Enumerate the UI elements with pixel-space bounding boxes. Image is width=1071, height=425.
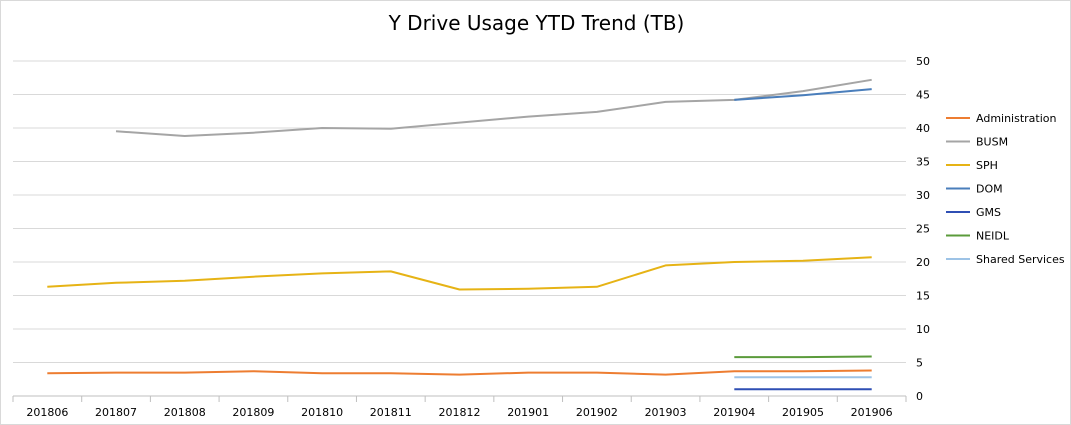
x-tick-label: 201904 [713, 406, 755, 419]
y-tick-label: 10 [916, 323, 930, 336]
legend-label-gms: GMS [976, 206, 1001, 219]
x-tick-label: 201903 [645, 406, 687, 419]
series-line-dom [734, 88, 872, 101]
series-line-administration [47, 369, 872, 376]
x-tick-label: 201902 [576, 406, 618, 419]
x-tick-label: 201807 [95, 406, 137, 419]
legend-label-sph: SPH [976, 159, 998, 172]
legend-label-shared-services: Shared Services [976, 253, 1065, 266]
legend-label-administration: Administration [976, 112, 1057, 125]
y-tick-label: 45 [916, 89, 930, 102]
x-tick-label: 201905 [782, 406, 824, 419]
y-tick-label: 15 [916, 290, 930, 303]
x-tick-label: 201810 [301, 406, 343, 419]
x-tick-label: 201806 [26, 406, 68, 419]
legend-label-busm: BUSM [976, 136, 1008, 149]
series-line-neidl [734, 355, 872, 359]
y-tick-label: 35 [916, 156, 930, 169]
y-tick-label: 25 [916, 223, 930, 236]
y-tick-label: 5 [916, 357, 923, 370]
x-tick-label: 201808 [164, 406, 206, 419]
legend-label-neidl: NEIDL [976, 230, 1010, 243]
legend-label-dom: DOM [976, 183, 1003, 196]
series-line-sph [47, 256, 872, 291]
x-tick-label: 201901 [507, 406, 549, 419]
y-tick-label: 50 [916, 55, 930, 68]
y-tick-label: 40 [916, 122, 930, 135]
chart-title: Y Drive Usage YTD Trend (TB) [388, 11, 685, 35]
x-tick-label: 201812 [439, 406, 481, 419]
y-tick-label: 30 [916, 189, 930, 202]
x-tick-label: 201906 [851, 406, 893, 419]
y-tick-label: 20 [916, 256, 930, 269]
y-tick-label: 0 [916, 390, 923, 403]
x-tick-label: 201809 [232, 406, 274, 419]
x-tick-label: 201811 [370, 406, 412, 419]
